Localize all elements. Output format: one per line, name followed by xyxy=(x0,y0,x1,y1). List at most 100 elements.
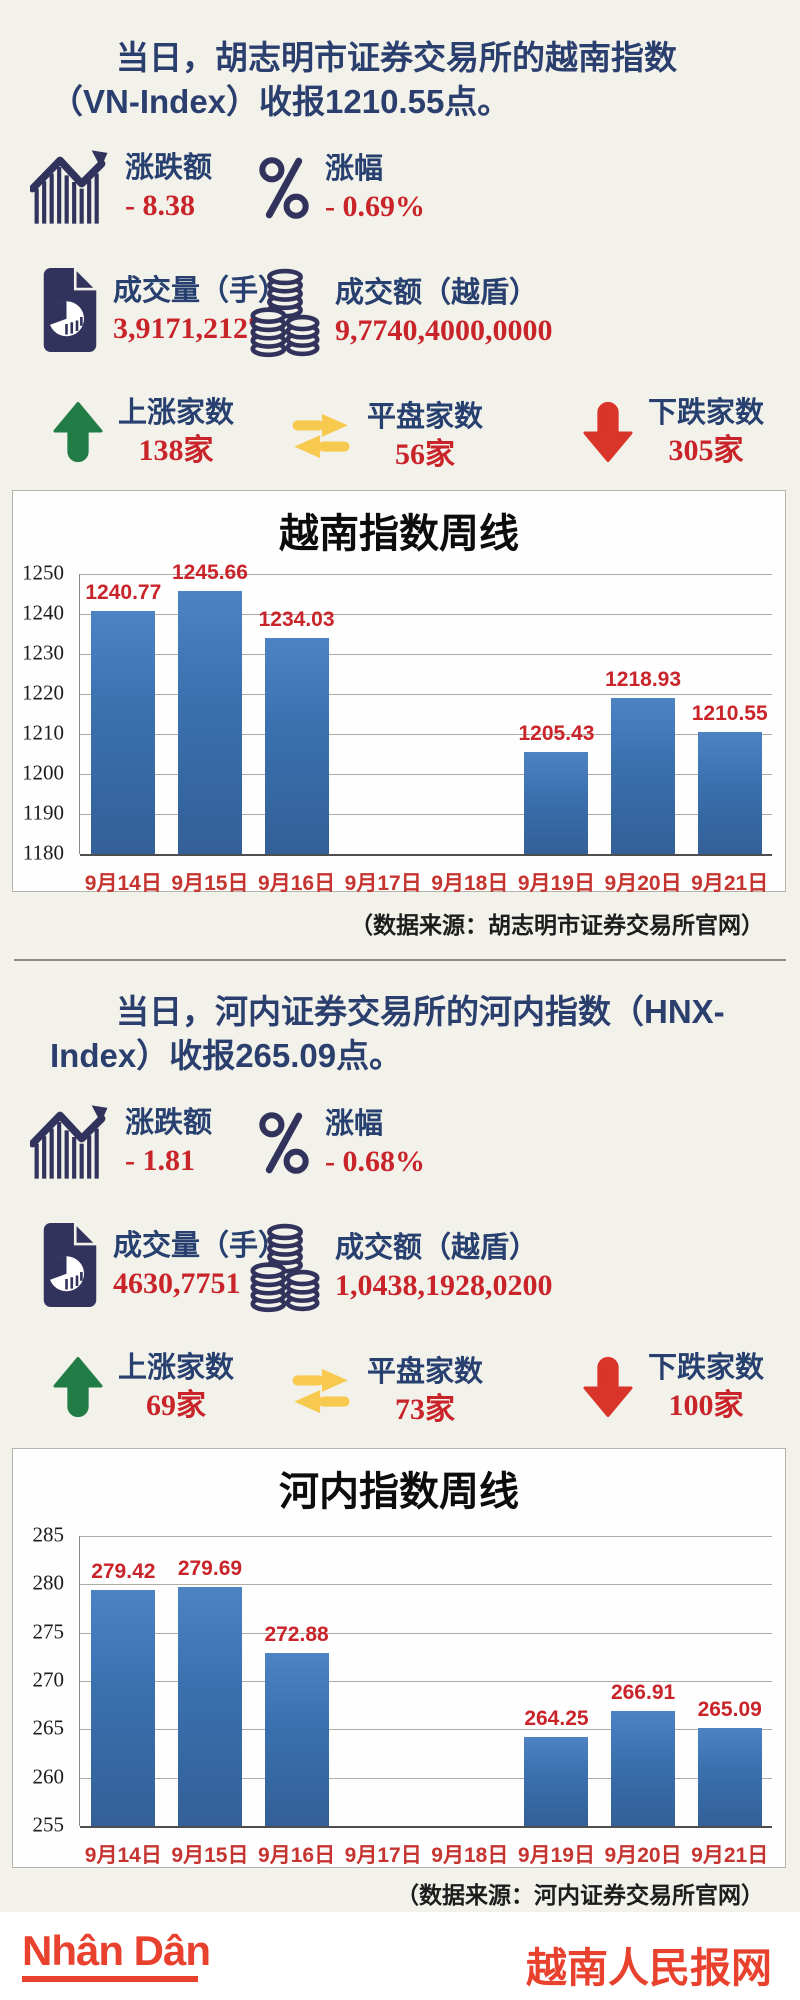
bar xyxy=(91,610,156,854)
stat-label: 涨幅 xyxy=(325,153,384,185)
bar xyxy=(91,1589,156,1826)
x-axis-label: 9月21日 xyxy=(691,872,769,895)
stat-value: 3,9171,2127 xyxy=(113,312,263,345)
bar-value-label: 279.69 xyxy=(177,1557,243,1581)
bar xyxy=(524,1736,589,1826)
x-axis-label: 9月17日 xyxy=(344,1844,422,1867)
transfer-arrows-icon xyxy=(290,413,352,459)
y-axis-label: 265 xyxy=(32,1715,65,1740)
bar-value-label: 1218.93 xyxy=(605,668,682,692)
stat-value: 73家 xyxy=(395,1393,455,1426)
title-line: （VN-Index）收报1210.55点。 xyxy=(50,83,511,120)
site-name: 越南人民报网 xyxy=(526,1945,772,1991)
bar xyxy=(264,1653,329,1826)
vn-index-chart: 越南指数周线 1250 1240 1230 1220 1210 1200 1190 1180 9… xyxy=(12,490,786,895)
hnx-stat-change-percent: 涨幅 - 0.68% xyxy=(258,1105,425,1181)
data-source: （数据来源：河内证券交易所官网） xyxy=(396,1882,764,1908)
stat-label: 上涨家数 xyxy=(118,397,235,429)
stat-label: 平盘家数 xyxy=(367,1356,484,1388)
bar xyxy=(177,591,242,854)
hnx-index-chart: 河内指数周线 285 280 275 270 265 260 255 9月14日 279.42 9… xyxy=(12,1448,786,1868)
gridline xyxy=(80,1536,772,1537)
y-axis-label: 1240 xyxy=(22,600,64,625)
bar-value-label: 272.88 xyxy=(264,1623,329,1647)
x-axis-label: 9月14日 xyxy=(84,872,162,895)
gridline xyxy=(80,614,772,615)
stat-label: 下跌家数 xyxy=(648,397,765,429)
vn-stat-change-amount: 涨跌额 - 8.38 xyxy=(30,148,212,226)
hnx-stat-change-amount: 涨跌额 - 1.81 xyxy=(30,1103,212,1181)
hnx-stat-advancers: 上涨家数 69家 xyxy=(53,1349,234,1425)
y-axis-label: 260 xyxy=(32,1763,65,1788)
bar xyxy=(611,1710,676,1826)
stat-value: - 1.81 xyxy=(125,1144,195,1177)
stat-label: 成交额（越盾） xyxy=(335,277,539,309)
y-axis-label: 1210 xyxy=(22,720,64,745)
y-axis-label: 1230 xyxy=(22,640,64,665)
stat-label: 成交量（手） xyxy=(113,275,288,307)
hnx-stat-unchanged: 平盘家数 73家 xyxy=(290,1353,483,1429)
down-arrow-icon xyxy=(583,401,633,463)
bar xyxy=(697,731,762,854)
stat-value: 305家 xyxy=(668,434,744,467)
logo-underline xyxy=(22,1976,198,1982)
bar xyxy=(524,752,589,854)
gridline xyxy=(80,774,772,775)
y-axis-label: 1200 xyxy=(22,760,64,785)
section-divider xyxy=(14,959,786,961)
stat-label: 平盘家数 xyxy=(367,401,484,433)
y-axis-label: 275 xyxy=(32,1618,65,1643)
x-axis-label: 9月21日 xyxy=(691,1844,769,1867)
hnx-stat-volume: 成交量（手） 4630,7751 xyxy=(42,1217,287,1313)
coins-icon xyxy=(250,1221,320,1313)
bar xyxy=(611,698,676,854)
chart-title: 越南指数周线 xyxy=(279,511,519,556)
stat-label: 涨幅 xyxy=(325,1108,384,1140)
stat-label: 上涨家数 xyxy=(118,1352,235,1384)
gridline xyxy=(80,734,772,735)
x-axis-label: 9月17日 xyxy=(344,872,422,895)
y-axis-label: 280 xyxy=(32,1570,65,1595)
bar-value-label: 1205.43 xyxy=(518,722,595,746)
gridline xyxy=(80,1584,772,1586)
chart-title: 河内指数周线 xyxy=(279,1469,519,1514)
stat-label: 涨跌额 xyxy=(125,1107,213,1139)
bar xyxy=(697,1728,762,1826)
volume-doc-icon xyxy=(42,262,98,358)
percent-icon xyxy=(258,1109,310,1177)
stat-value: - 8.38 xyxy=(125,189,195,222)
y-axis-label: 1190 xyxy=(22,800,64,825)
stat-value: 4630,7751 xyxy=(113,1267,241,1300)
stat-value: 1,0438,1928,0200 xyxy=(335,1269,553,1302)
trend-chart-icon xyxy=(30,148,110,226)
bar-value-label: 279.42 xyxy=(91,1559,156,1583)
bar xyxy=(177,1587,242,1826)
vn-stat-change-percent: 涨幅 - 0.69% xyxy=(258,150,425,226)
vn-stat-turnover: 成交额（越盾） 9,7740,4000,0000 xyxy=(250,266,553,358)
title-line: 当日，河内证券交易所的河内指数（HNX- xyxy=(116,993,725,1030)
title-line: Index）收报265.09点。 xyxy=(50,1037,403,1074)
x-axis-label: 9月15日 xyxy=(171,1844,249,1867)
gridline xyxy=(80,1632,772,1634)
plot-area: 1250 1240 1230 1220 1210 1200 1190 1180 9月14日 124… xyxy=(22,560,772,895)
data-source: （数据来源：胡志明市证券交易所官网） xyxy=(350,912,764,938)
gridline xyxy=(80,694,772,695)
hnx-section-title: 当日，河内证券交易所的河内指数（HNX- Index）收报265.09点。 xyxy=(50,990,756,1078)
trend-chart-icon xyxy=(30,1103,110,1181)
nhan-dan-logo: Nhân Dân xyxy=(22,1930,211,1982)
x-axis-label: 9月20日 xyxy=(604,1844,682,1867)
hnx-stat-turnover: 成交额（越盾） 1,0438,1928,0200 xyxy=(250,1221,553,1313)
x-axis-label: 9月20日 xyxy=(604,872,682,895)
bar-value-label: 1240.77 xyxy=(85,580,162,604)
x-axis-label: 9月16日 xyxy=(258,1844,336,1867)
gridline xyxy=(80,854,772,856)
gridline xyxy=(80,1729,772,1731)
vn-stat-decliners: 下跌家数 305家 xyxy=(583,394,764,470)
x-axis-label: 9月16日 xyxy=(258,872,336,895)
hnx-stat-decliners: 下跌家数 100家 xyxy=(583,1349,764,1425)
plot-area: 285 280 275 270 265 260 255 9月14日 279.42 9月15日 279… xyxy=(33,1522,772,1867)
y-axis-label: 285 xyxy=(32,1522,65,1547)
stat-value: 100家 xyxy=(668,1389,744,1422)
bar-value-label: 1210.55 xyxy=(691,701,768,725)
stat-label: 成交量（手） xyxy=(113,1230,288,1262)
